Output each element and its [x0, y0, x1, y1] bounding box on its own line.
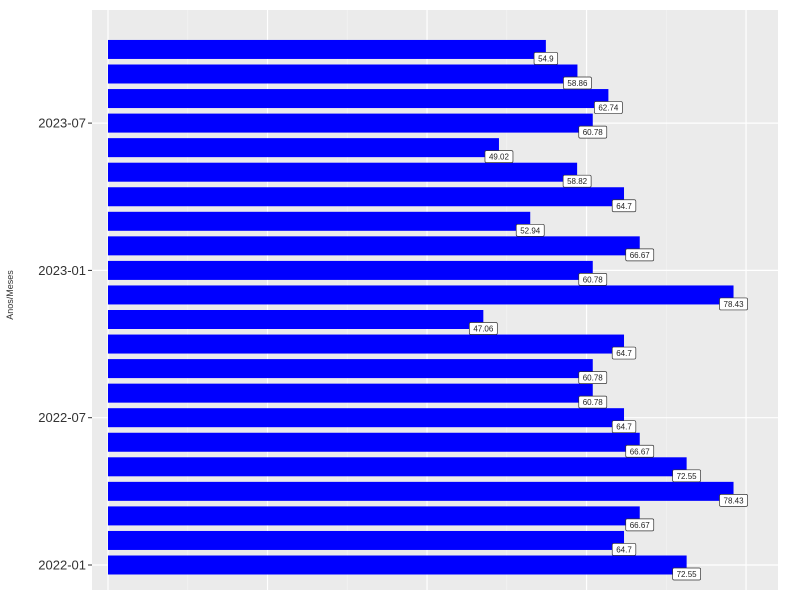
bar — [108, 506, 640, 526]
y-axis-ticks: 2022-01 2022-07 2023-01 2023-07 — [38, 116, 92, 573]
value-label-box — [594, 101, 623, 114]
y-tick-label: 2023-01 — [38, 263, 86, 278]
bar — [108, 211, 531, 231]
value-label-box — [611, 543, 637, 556]
bar — [108, 359, 593, 379]
value-label: 52.94 — [515, 223, 545, 237]
value-label: 58.82 — [562, 174, 592, 188]
value-label-text: 72.55 — [677, 570, 698, 579]
value-label-text: 64.7 — [616, 545, 632, 554]
value-label: 54.9 — [533, 52, 559, 65]
bars — [108, 39, 734, 575]
bar — [108, 113, 593, 133]
bar — [108, 39, 546, 59]
bar — [108, 457, 687, 477]
value-label: 64.7 — [611, 543, 637, 556]
value-label: 60.78 — [578, 273, 608, 286]
value-label: 72.55 — [672, 567, 701, 581]
bar — [108, 530, 625, 550]
bar — [108, 383, 593, 403]
bar — [108, 187, 625, 207]
y-tick-label: 2023-07 — [38, 116, 86, 131]
value-label-box — [611, 346, 637, 360]
value-label-box — [515, 223, 545, 237]
value-label-box — [719, 494, 748, 507]
value-label-box — [625, 444, 655, 458]
value-label-box — [562, 174, 592, 188]
value-label-box — [672, 567, 701, 581]
value-label-text: 54.9 — [538, 54, 554, 63]
value-label-box — [625, 518, 655, 532]
value-label: 66.67 — [625, 444, 655, 458]
value-label-box — [672, 469, 701, 483]
value-label-box — [533, 52, 559, 65]
value-label: 64.7 — [611, 420, 637, 434]
value-label-box — [578, 125, 608, 139]
value-labels: 72.55 64.7 66.67 78.43 72.55 66.67 64.7 60.78 60… — [468, 52, 748, 581]
value-label-text: 64.7 — [616, 202, 632, 211]
y-tick-label: 2022-07 — [38, 410, 86, 425]
bar — [108, 64, 578, 84]
value-label-text: 72.55 — [677, 472, 698, 481]
value-label: 60.78 — [578, 371, 608, 384]
value-label: 58.86 — [563, 76, 592, 90]
value-label-box — [484, 150, 514, 163]
value-label-text: 78.43 — [724, 496, 745, 505]
value-label: 64.7 — [611, 199, 637, 213]
value-label-box — [611, 420, 637, 434]
value-label-text: 52.94 — [520, 226, 541, 235]
value-label-text: 78.43 — [724, 300, 745, 309]
y-axis-title: Anos/Meses — [5, 270, 15, 320]
value-label: 66.67 — [625, 518, 655, 532]
value-label-text: 62.74 — [598, 104, 619, 113]
value-label: 60.78 — [578, 125, 608, 139]
value-label: 49.02 — [484, 150, 514, 163]
value-label: 72.55 — [672, 469, 701, 483]
bar — [108, 138, 499, 158]
value-label-text: 60.78 — [583, 128, 604, 137]
value-label-text: 47.06 — [473, 325, 494, 334]
value-label: 64.7 — [611, 346, 637, 360]
value-label-text: 60.78 — [583, 398, 604, 407]
bar — [108, 236, 640, 256]
value-label-text: 60.78 — [583, 374, 604, 383]
bar — [108, 334, 625, 354]
value-label-text: 66.67 — [630, 251, 651, 260]
bar — [108, 310, 484, 329]
value-label-box — [578, 273, 608, 286]
bar — [108, 555, 687, 575]
bar — [108, 162, 578, 182]
value-label-box — [611, 199, 637, 213]
value-label-box — [719, 297, 748, 311]
bar — [108, 260, 593, 280]
value-label-box — [468, 322, 498, 335]
bar — [108, 432, 640, 452]
value-label: 66.67 — [625, 248, 655, 262]
value-label-box — [578, 371, 608, 384]
value-label-text: 66.67 — [630, 521, 651, 530]
value-label: 62.74 — [594, 101, 623, 114]
value-label: 78.43 — [719, 297, 748, 311]
value-label: 60.78 — [578, 395, 608, 409]
value-label: 78.43 — [719, 494, 748, 507]
value-label-box — [578, 395, 608, 409]
value-label-text: 58.86 — [567, 79, 588, 88]
value-label-box — [625, 248, 655, 262]
value-label-text: 66.67 — [630, 447, 651, 456]
bar — [108, 481, 734, 501]
bar — [108, 285, 734, 305]
value-label: 47.06 — [468, 322, 498, 335]
value-label-box — [563, 76, 592, 90]
bar — [108, 89, 609, 109]
value-label-text: 49.02 — [489, 153, 510, 162]
y-tick-label: 2022-01 — [38, 558, 86, 573]
bar — [108, 408, 625, 428]
value-label-text: 58.82 — [567, 177, 588, 186]
value-label-text: 64.7 — [616, 349, 632, 358]
value-label-text: 64.7 — [616, 423, 632, 432]
value-label-text: 60.78 — [583, 275, 604, 284]
